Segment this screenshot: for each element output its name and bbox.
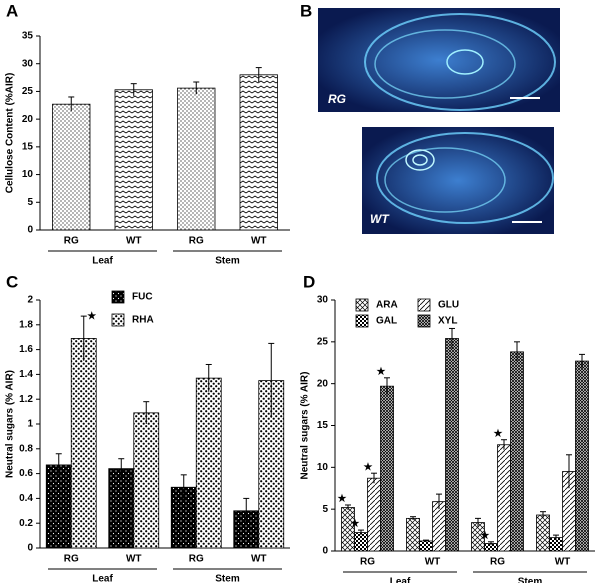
y-tick-label: 2 [27,295,33,306]
bar [108,468,135,549]
group-label: Leaf [92,574,113,583]
x-tick-label: WT [126,236,142,247]
y-tick-label: 30 [317,295,329,306]
y-axis-label: Neutral sugars (% AIR) [5,370,16,478]
bar [419,540,433,552]
y-axis-label: Neutral sugars (% AIR) [300,372,311,480]
legend-swatch [355,314,369,328]
x-tick-label: RG [189,236,204,247]
y-tick-label: 0 [27,543,33,554]
group-label: Stem [518,577,543,583]
legend-label: GAL [376,316,397,327]
y-tick-label: 0.4 [19,493,33,504]
x-tick-label: RG [64,236,79,247]
bar [70,338,97,549]
y-tick-label: 5 [27,197,33,208]
significance-marker: ★ [87,311,96,322]
significance-marker: ★ [377,366,386,377]
bar [575,360,589,552]
image-caption: RG [328,92,346,106]
bar [133,412,160,549]
bar [380,385,394,552]
significance-marker: ★ [338,494,347,505]
legend-swatch [355,298,369,312]
group-label: Leaf [92,256,113,267]
legend-label: XYL [438,316,457,327]
group-label: Stem [215,256,240,267]
y-tick-label: 0.6 [19,468,33,479]
significance-marker: ★ [494,428,503,439]
micrograph: RG [318,8,560,112]
y-tick-label: 0.8 [19,443,33,454]
bar [52,103,91,231]
group-label: Stem [215,574,240,583]
legend-label: FUC [132,292,153,303]
bar [406,517,420,552]
bar [510,351,524,552]
panel-label: C [6,272,18,291]
y-tick-label: 1.2 [19,394,33,405]
group-label: Leaf [390,577,411,583]
panel-label: A [6,1,18,20]
legend-swatch [417,314,431,328]
y-tick-label: 20 [22,114,34,125]
bar [45,464,72,549]
significance-marker: ★ [351,519,360,530]
y-axis-label: Cellulose Content (%AIR) [5,73,16,194]
y-tick-label: 1.4 [19,369,33,380]
x-tick-label: RG [490,557,505,568]
bar [114,89,153,231]
y-tick-label: 25 [22,86,34,97]
significance-marker: ★ [364,462,373,473]
bar [354,532,368,552]
micrograph: WT [362,127,554,234]
legend-label: ARA [376,300,398,311]
significance-marker: ★ [481,530,490,541]
y-tick-label: 20 [317,378,329,389]
x-tick-label: RG [360,557,375,568]
bar [195,377,222,549]
x-tick-label: WT [555,557,571,568]
legend-swatch [417,298,431,312]
panel-label: B [300,1,312,20]
bar [536,514,550,552]
bar [239,74,278,231]
x-tick-label: WT [425,557,441,568]
x-tick-label: WT [251,554,267,565]
y-tick-label: 10 [22,169,34,180]
bar [445,338,459,552]
bar [497,444,511,552]
y-tick-label: 0.2 [19,518,33,529]
x-tick-label: WT [251,236,267,247]
legend-label: RHA [132,315,154,326]
x-tick-label: RG [64,554,79,565]
panel-label: D [303,272,315,291]
x-tick-label: WT [126,554,142,565]
image-caption: WT [370,212,390,226]
y-tick-label: 15 [317,420,329,431]
y-tick-label: 15 [22,141,34,152]
y-tick-label: 25 [317,336,329,347]
legend-swatch [111,290,125,304]
y-tick-label: 10 [317,462,329,473]
y-tick-label: 0 [322,546,328,557]
y-tick-label: 1 [27,419,33,430]
legend-swatch [111,313,125,327]
bar [177,87,216,231]
y-tick-label: 5 [322,504,328,515]
legend-label: GLU [438,300,459,311]
x-tick-label: RG [189,554,204,565]
y-tick-label: 1.6 [19,344,33,355]
y-tick-label: 0 [27,225,33,236]
bar [367,477,381,552]
y-tick-label: 30 [22,58,34,69]
y-tick-label: 35 [22,31,34,42]
y-tick-label: 1.8 [19,319,33,330]
